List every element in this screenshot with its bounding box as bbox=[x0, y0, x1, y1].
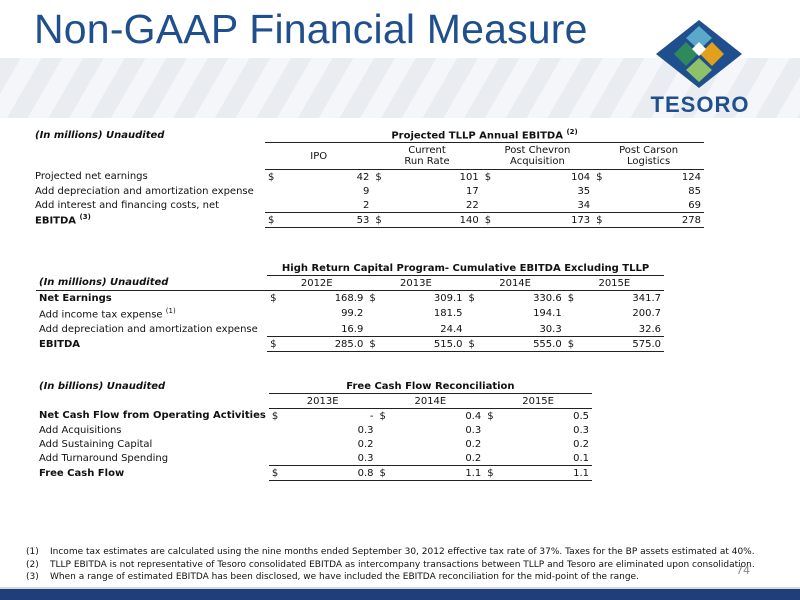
table2-col-header: 2012E bbox=[300, 277, 333, 289]
table-row: Add income tax expense (1) 99.2 181.5 19… bbox=[39, 306, 661, 321]
table2-col-header: 2013E bbox=[400, 277, 432, 289]
logo-wordmark: TESORO bbox=[650, 92, 750, 117]
footnote: (3) When a range of estimated EBITDA has … bbox=[26, 572, 639, 582]
header-band bbox=[0, 58, 800, 118]
table-row: EBITDA (3) $53 $140 $173 $278 bbox=[32, 212, 704, 228]
table2-group-header: High Return Capital Program- Cumulative … bbox=[267, 261, 664, 276]
footer-bar bbox=[0, 589, 800, 600]
table-row: Projected net earnings $42 $101 $104 $12… bbox=[35, 171, 701, 183]
page-title: Non-GAAP Financial Measure bbox=[34, 6, 588, 52]
table3-group-header: Free Cash Flow Reconciliation bbox=[268, 379, 592, 394]
table1-col-header: IPO bbox=[265, 142, 373, 170]
table1-col-header: Current Run Rate bbox=[372, 142, 482, 170]
table-row: Net Cash Flow from Operating Activities … bbox=[39, 410, 589, 422]
table1-unit-label: (In millions) Unaudited bbox=[35, 129, 165, 141]
page-number: 74 bbox=[736, 564, 750, 577]
tesoro-logo: TESORO bbox=[644, 18, 756, 122]
table-row: Add Sustaining Capital 0.2 0.2 0.2 bbox=[39, 438, 589, 450]
footnotes: (1) Income tax estimates are calculated u… bbox=[26, 546, 755, 584]
ebitda-table: (In millions) Unaudited Projected TLLP A… bbox=[32, 128, 704, 228]
table-row: Add Turnaround Spending 0.3 0.2 0.1 bbox=[36, 451, 592, 466]
table3-unit-label: (In billions) Unaudited bbox=[39, 380, 166, 392]
table-row: Add depreciation and amortization expens… bbox=[36, 322, 664, 337]
table2-col-header: 2015E bbox=[598, 277, 631, 289]
table3-col-header: 2014E bbox=[376, 393, 485, 409]
footer-divider bbox=[0, 587, 800, 589]
footnote: (1) Income tax estimates are calculated u… bbox=[26, 547, 755, 557]
table-row: Net Earnings $168.9 $309.1 $330.6 $341.7 bbox=[36, 290, 664, 305]
table1-col-header: Post Carson Logistics bbox=[593, 142, 704, 170]
tesoro-logo-icon bbox=[656, 20, 742, 88]
table-row: Add interest and financing costs, net 2 … bbox=[32, 198, 704, 213]
table3-col-header: 2013E bbox=[268, 393, 377, 409]
table2-unit-label: (In millions) Unaudited bbox=[39, 277, 169, 289]
table-row: Add depreciation and amortization expens… bbox=[35, 185, 701, 197]
table-row: EBITDA $285.0 $515.0 $555.0 $575.0 bbox=[36, 336, 664, 352]
capital-program-table: High Return Capital Program- Cumulative … bbox=[36, 261, 664, 352]
table2-col-header: 2014E bbox=[499, 277, 531, 289]
table-row: Add Acquisitions 0.3 0.3 0.3 bbox=[39, 424, 589, 436]
footnote: (2) TLLP EBITDA is not representative of … bbox=[26, 559, 755, 570]
table1-group-header: Projected TLLP Annual EBITDA (2) bbox=[265, 128, 704, 143]
table1-col-header: Post Chevron Acquisition bbox=[481, 142, 594, 170]
table3-col-header: 2015E bbox=[484, 393, 592, 409]
free-cash-flow-table: (In billions) Unaudited Free Cash Flow R… bbox=[36, 379, 592, 481]
table-row: Free Cash Flow $0.8 $1.1 $1.1 bbox=[36, 465, 592, 481]
